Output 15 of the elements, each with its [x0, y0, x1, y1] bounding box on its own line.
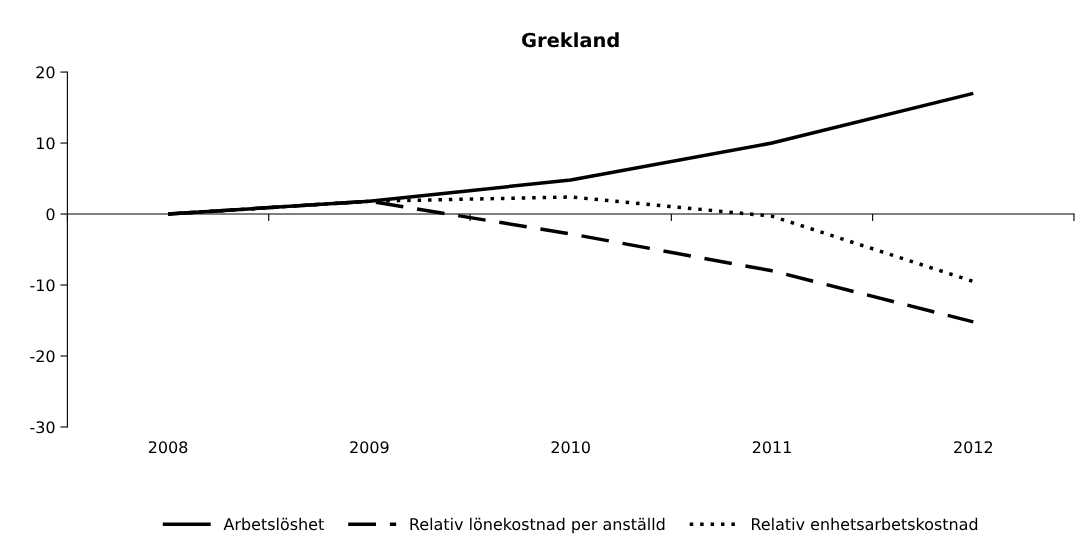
x-tick-label: 2009 — [350, 441, 389, 454]
x-tick-label: 2010 — [551, 441, 590, 454]
x-tick-label: 2008 — [148, 441, 188, 454]
y-tick-label: 20 — [36, 66, 55, 79]
y-tick-label: -30 — [30, 421, 55, 434]
x-tick-label: 2011 — [752, 441, 791, 454]
chart-title: Grekland — [522, 32, 619, 48]
y-tick-label: 10 — [37, 137, 55, 150]
y-tick-label: 0 — [46, 208, 55, 221]
y-tick-label: -20 — [30, 350, 55, 363]
legend-label: Arbetslöshet — [223, 517, 324, 531]
legend-label: Relativ enhetsarbetskostnad — [752, 517, 978, 531]
legend-label: Relativ lönekostnad per anställd — [410, 517, 665, 534]
x-tick-label: 2012 — [954, 441, 993, 454]
y-tick-label: -10 — [30, 279, 55, 292]
